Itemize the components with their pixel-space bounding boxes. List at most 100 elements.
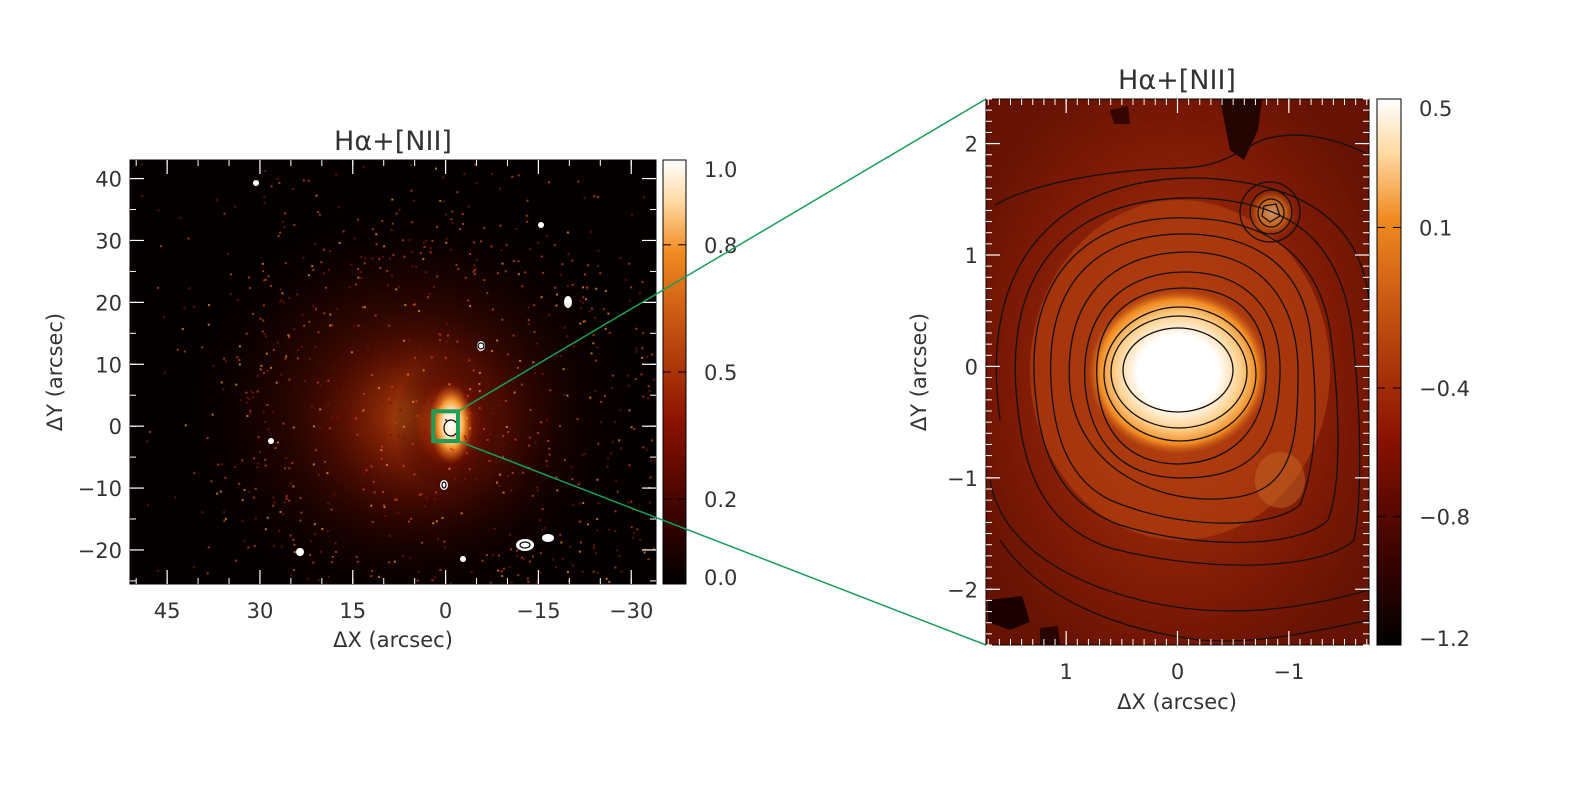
speckle: [374, 314, 377, 317]
speckle: [502, 434, 505, 437]
speckle: [267, 428, 270, 431]
speckle: [326, 472, 329, 475]
speckle: [317, 579, 320, 582]
speckle: [497, 569, 500, 572]
speckle: [490, 350, 493, 353]
left-y-label: ΔY (arcsec): [43, 313, 67, 431]
speckle: [463, 435, 466, 438]
speckle: [272, 504, 275, 507]
speckle: [284, 467, 287, 470]
speckle: [402, 239, 405, 242]
speckle: [478, 371, 481, 374]
speckle: [500, 249, 503, 252]
speckle: [252, 496, 255, 499]
speckle: [651, 439, 653, 442]
speckle: [236, 356, 239, 359]
speckle: [593, 544, 595, 547]
speckle: [503, 442, 506, 445]
speckle: [285, 495, 288, 498]
speckle: [595, 287, 598, 290]
speckle: [440, 334, 442, 337]
speckle: [652, 547, 655, 550]
speckle: [392, 254, 395, 257]
speckle: [464, 477, 467, 480]
speckle: [628, 464, 631, 467]
speckle: [272, 496, 275, 499]
speckle: [278, 182, 281, 184]
speckle: [275, 381, 278, 384]
speckle: [266, 403, 269, 406]
speckle: [183, 350, 186, 353]
speckle: [280, 373, 283, 376]
speckle: [312, 305, 315, 308]
speckle: [469, 253, 472, 255]
speckle: [540, 296, 543, 299]
speckle: [397, 435, 400, 437]
speckle: [636, 528, 639, 531]
speckle: [516, 366, 519, 369]
speckle: [596, 518, 599, 521]
speckle: [307, 179, 310, 182]
speckle: [270, 366, 273, 369]
speckle: [522, 471, 525, 474]
speckle: [586, 287, 589, 290]
speckle: [220, 381, 223, 384]
speckle: [545, 460, 548, 463]
speckle: [222, 388, 225, 391]
speckle: [582, 502, 585, 504]
speckle: [468, 427, 471, 430]
speckle: [381, 220, 384, 223]
speckle: [308, 357, 311, 360]
speckle: [278, 529, 280, 532]
speckle: [525, 214, 528, 217]
speckle: [412, 400, 415, 403]
speckle: [262, 270, 265, 273]
right-x-tick-label: 0: [1171, 660, 1184, 684]
speckle: [581, 570, 584, 573]
speckle: [647, 558, 650, 561]
speckle: [633, 428, 636, 430]
speckle: [324, 404, 327, 407]
speckle: [444, 419, 447, 421]
speckle: [350, 263, 353, 266]
speckle: [562, 368, 565, 371]
left-x-tick-label: 45: [154, 599, 181, 623]
speckle: [422, 241, 425, 244]
speckle: [402, 555, 405, 557]
speckle: [388, 397, 390, 400]
speckle: [223, 511, 226, 514]
speckle: [279, 300, 282, 303]
speckle: [254, 517, 257, 520]
speckle: [638, 292, 641, 295]
speckle: [652, 378, 655, 381]
speckle: [505, 244, 508, 247]
left-colorbar-tick-label: 0.2: [704, 488, 737, 512]
speckle: [452, 449, 454, 451]
speckle: [431, 239, 434, 242]
right-image: [986, 99, 1369, 645]
speckle: [333, 493, 336, 496]
speckle: [408, 520, 410, 523]
speckle: [533, 331, 536, 334]
speckle: [584, 320, 587, 323]
speckle: [302, 256, 305, 259]
speckle: [390, 229, 393, 232]
speckle: [451, 221, 454, 224]
speckle: [475, 478, 478, 481]
speckle: [273, 501, 276, 504]
speckle: [466, 395, 469, 398]
speckle: [423, 505, 426, 508]
speckle: [577, 483, 580, 486]
left-colorbar-tick-label: 0.0: [704, 566, 737, 590]
left-y-tick-label: 20: [95, 291, 122, 315]
speckle: [436, 226, 439, 228]
speckle: [348, 286, 351, 289]
speckle: [249, 409, 252, 412]
speckle: [439, 402, 442, 405]
speckle: [425, 496, 428, 499]
speckle: [545, 234, 548, 237]
speckle: [632, 508, 635, 511]
speckle: [630, 500, 633, 503]
speckle: [590, 307, 593, 310]
speckle: [541, 372, 544, 375]
